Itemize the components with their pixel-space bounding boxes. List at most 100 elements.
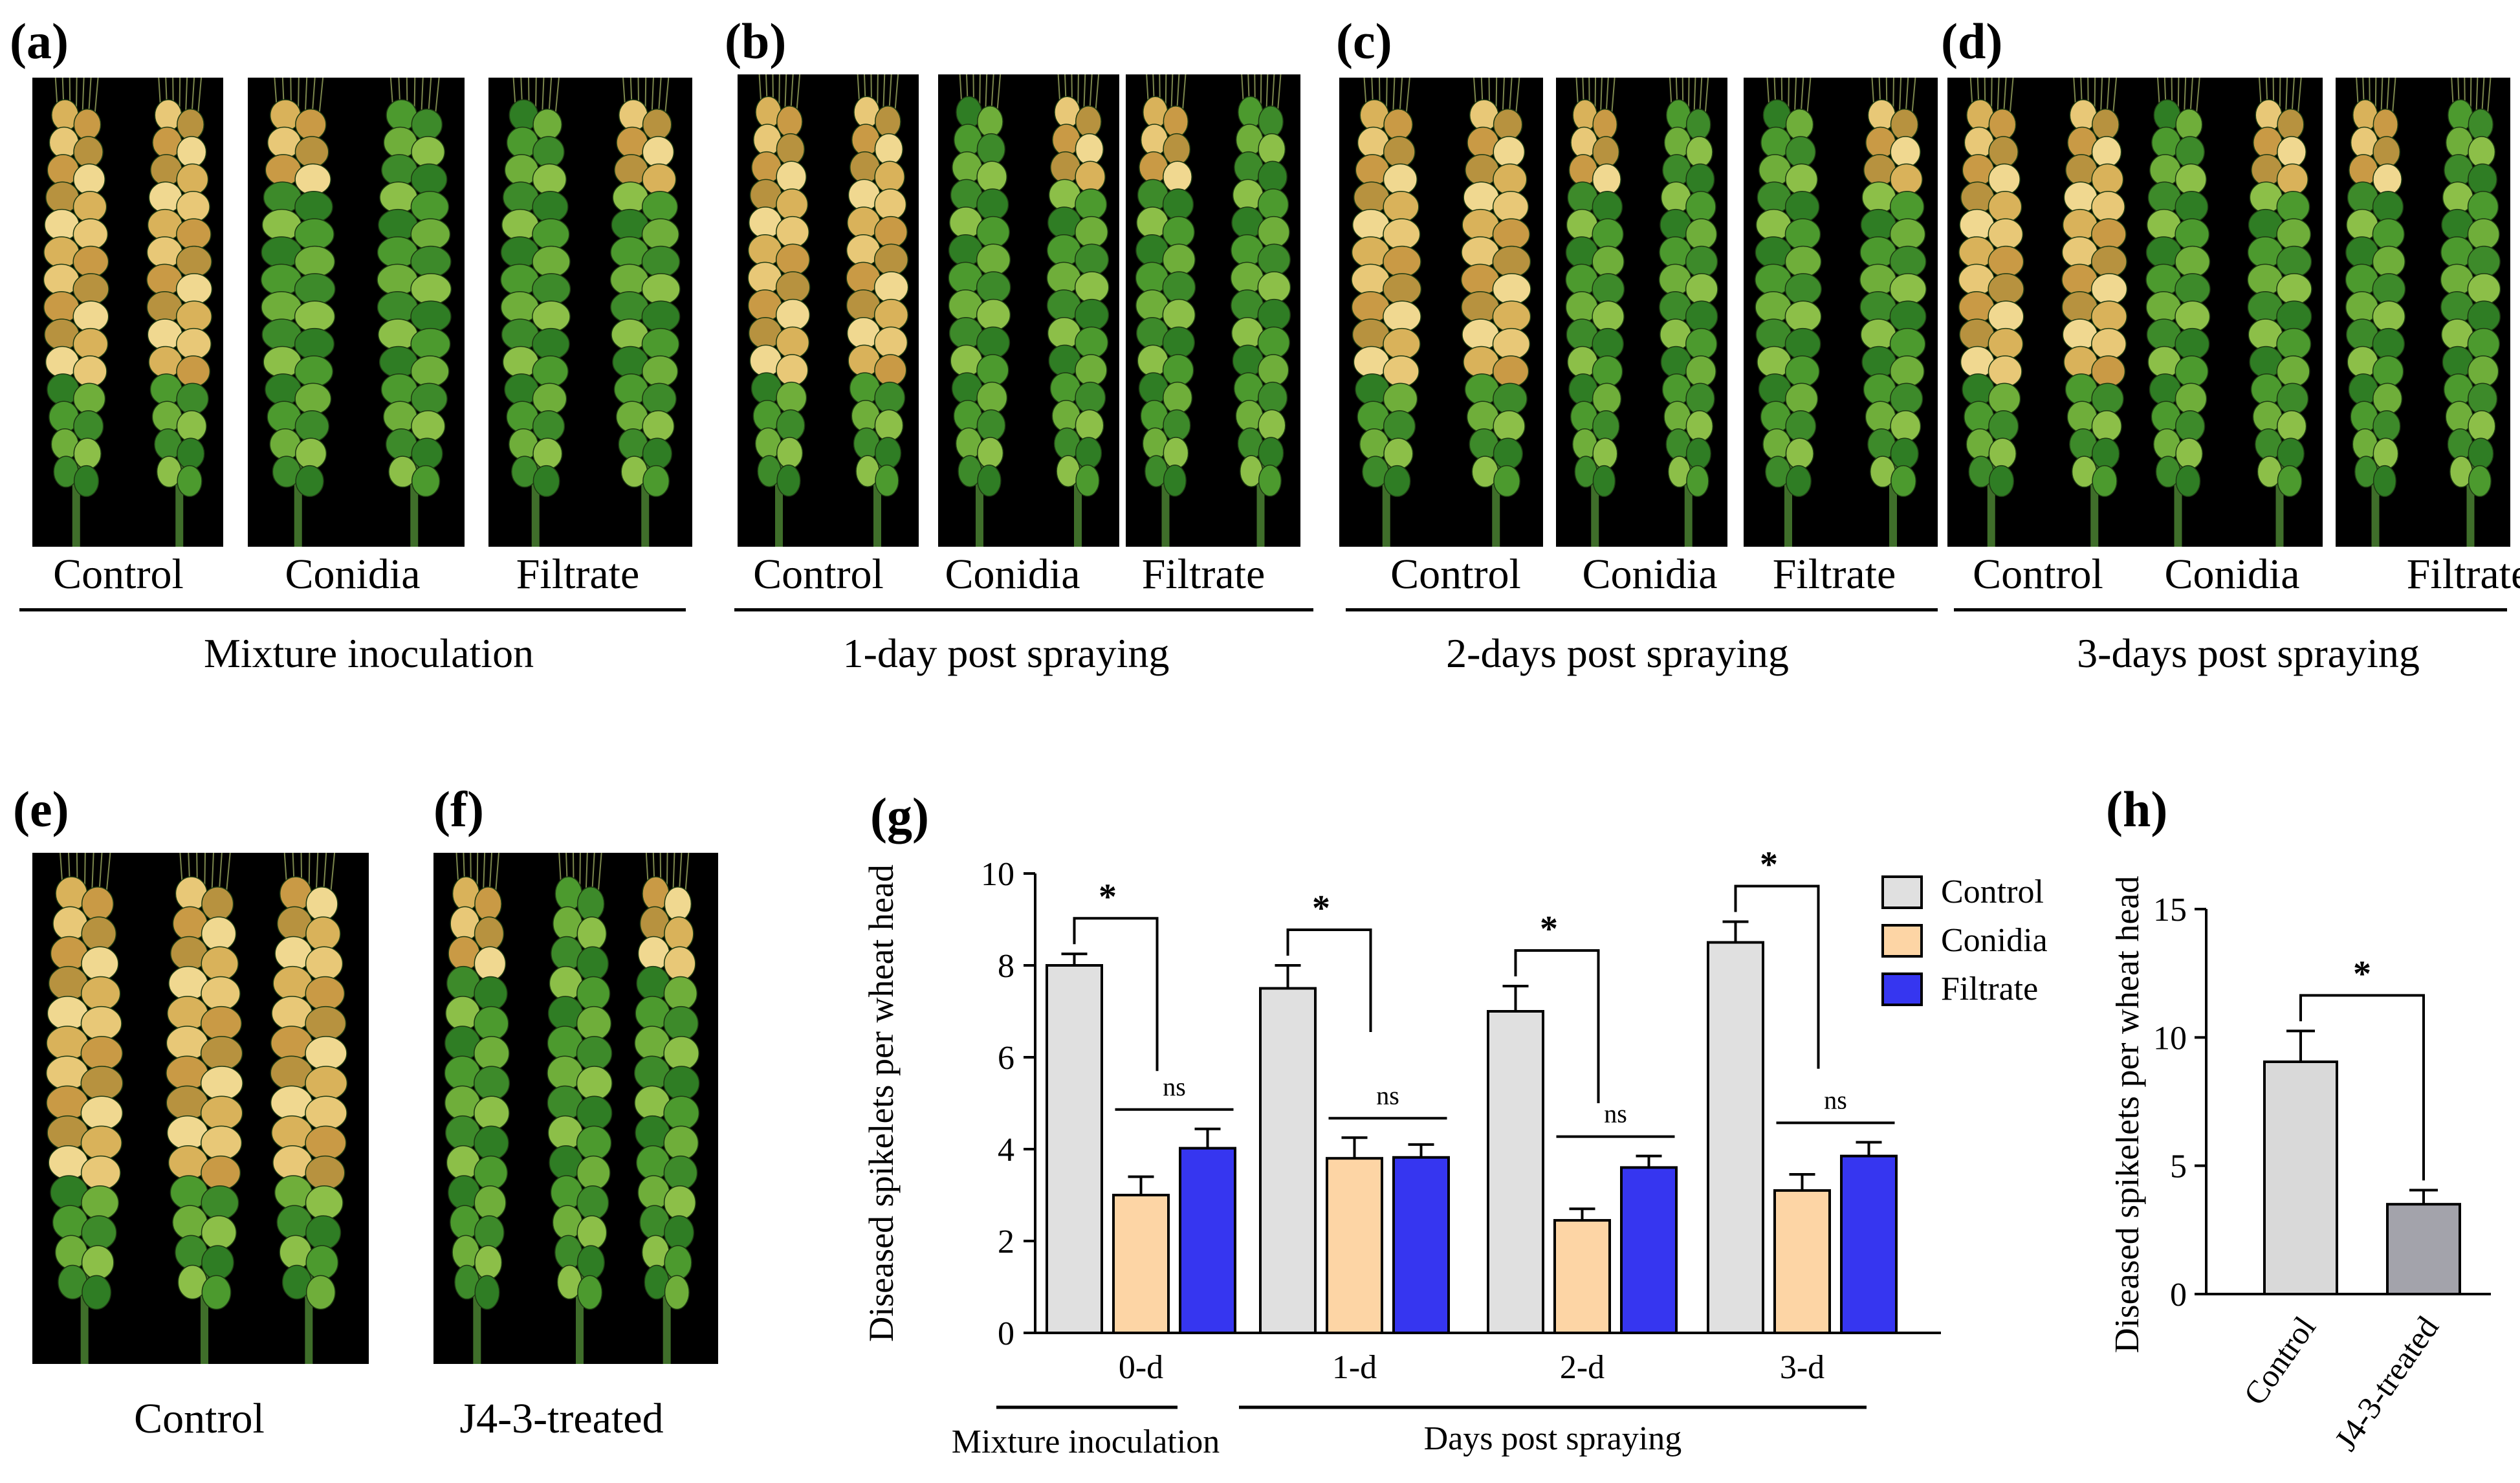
panel-b-photo-2: [938, 74, 1119, 547]
panel-b-group-rule: [734, 608, 1313, 611]
panel-a-photo-1: [32, 78, 223, 547]
panel-d-group-rule: [1954, 608, 2507, 611]
panel-b-letter: (b): [725, 13, 787, 69]
y-tick-label: 0: [2170, 1277, 2187, 1313]
bar-conidia-2-d: [1553, 1219, 1611, 1334]
panel-b-label-1: Control: [753, 551, 884, 598]
bar-control-2-d: [1487, 1010, 1544, 1334]
panel-a-group-rule: [19, 608, 686, 611]
panel-f-letter: (f): [433, 781, 484, 837]
bar-j4-3-treated: [2386, 1203, 2461, 1296]
error-bar: [1194, 1127, 1221, 1148]
category-label: 3-d: [1780, 1349, 1824, 1386]
panel-d-photo-2: [2135, 78, 2323, 547]
panel-d-label-2: Conidia: [2164, 551, 2300, 598]
panel-b-label-3: Filtrate: [1141, 551, 1265, 598]
wheat-spikes-image: [1351, 78, 1531, 547]
bar-filtrate-2-d: [1620, 1166, 1678, 1335]
error-bar: [1128, 1175, 1154, 1195]
panel-e-letter: (e): [13, 781, 69, 837]
category-label: 2-d: [1560, 1349, 1605, 1386]
y-tick-label: 8: [998, 948, 1014, 985]
panel-c-group-rule: [1346, 608, 1938, 611]
wheat-spikes-image: [45, 853, 348, 1364]
panel-a-letter: (a): [10, 13, 69, 69]
panel-b-label-2: Conidia: [945, 551, 1080, 598]
wheat-spikes-image: [2345, 78, 2501, 547]
panel-d-photo-3: [2336, 78, 2510, 547]
ns-label: ns: [1604, 1099, 1627, 1128]
bar-filtrate-3-d: [1840, 1154, 1898, 1334]
y-tick-label: 5: [2170, 1148, 2187, 1185]
panel-b-photo-3: [1126, 74, 1300, 547]
y-tick-label: 4: [998, 1132, 1014, 1169]
error-bar: [1636, 1154, 1662, 1168]
ns-label: ns: [1376, 1081, 1399, 1110]
wheat-spikes-image: [1565, 78, 1718, 547]
bar-control: [2263, 1060, 2338, 1295]
significance-bracket: [1514, 949, 1600, 1103]
panel-d-group-label: 3-days post spraying: [2077, 630, 2420, 676]
panel-c-photo-1: [1339, 78, 1543, 547]
significance-bracket: [1734, 884, 1820, 1069]
y-tick-label: 2: [998, 1224, 1014, 1260]
panel-b-photo-1: [738, 74, 919, 547]
wheat-spikes-image: [1958, 78, 2128, 547]
panel-c-group-label: 2-days post spraying: [1446, 630, 1789, 676]
legend-label: Filtrate: [1941, 971, 2038, 1007]
bar-filtrate-0-d: [1179, 1147, 1236, 1334]
panel-c-label-1: Control: [1390, 551, 1521, 598]
bar-filtrate-1-d: [1392, 1156, 1450, 1334]
panel-f-label: J4-3-treated: [459, 1395, 664, 1442]
error-bar: [1061, 952, 1088, 965]
ns-label: ns: [1163, 1072, 1186, 1101]
panel-a-photo-3: [488, 78, 692, 547]
legend-swatch: [1881, 924, 1923, 958]
significance-star: *: [1312, 888, 1330, 928]
group-label: Days post spraying: [1424, 1420, 1682, 1457]
category-label: J4-3-treated: [2327, 1310, 2446, 1457]
bar-conidia-1-d: [1326, 1157, 1383, 1334]
significance-star: *: [1099, 877, 1117, 917]
error-bar: [2286, 1029, 2315, 1062]
significance-bracket: [1073, 917, 1159, 1071]
panel-a-label-1: Control: [53, 551, 184, 598]
panel-a-photo-2: [248, 78, 465, 547]
wheat-spikes-image: [1135, 74, 1291, 547]
panel-c-label-3: Filtrate: [1772, 551, 1896, 598]
wheat-spikes-image: [500, 78, 681, 547]
panel-d-label-3: Filtrate: [2406, 551, 2520, 598]
error-bar: [1275, 964, 1301, 989]
error-bar: [1856, 1141, 1882, 1156]
error-bar: [1408, 1143, 1434, 1158]
wheat-spikes-image: [43, 78, 213, 547]
error-bar: [1789, 1173, 1815, 1191]
bar-control-3-d: [1707, 941, 1764, 1334]
legend-swatch: [1881, 972, 1923, 1006]
panel-b-group-label: 1-day post spraying: [842, 630, 1170, 676]
bar-control-1-d: [1259, 987, 1317, 1334]
bar-conidia-3-d: [1773, 1189, 1831, 1335]
y-tick-label: 15: [2153, 892, 2187, 928]
panel-d-label-1: Control: [1973, 551, 2103, 598]
panel-d-letter: (d): [1941, 13, 2003, 69]
legend-label: Conidia: [1941, 922, 2048, 959]
y-tick-label: 10: [981, 856, 1014, 893]
wheat-spikes-image: [444, 853, 700, 1364]
y-axis-label: Diseased spikelets per wheat head: [2116, 876, 2146, 1354]
significance-bracket: [2299, 994, 2425, 1181]
category-label: 1-d: [1332, 1349, 1377, 1386]
panel-c-label-2: Conidia: [1582, 551, 1718, 598]
group-label: Mixture inoculation: [952, 1423, 1220, 1460]
wheat-spikes-image: [948, 74, 1110, 547]
wheat-spikes-image: [260, 78, 452, 547]
panel-h-letter: (h): [2106, 781, 2168, 837]
significance-star: *: [2353, 954, 2371, 994]
wheat-spikes-image: [2145, 78, 2312, 547]
error-bar: [1341, 1136, 1368, 1159]
wheat-spikes-image: [1755, 78, 1927, 547]
error-bar: [2409, 1189, 2438, 1205]
panel-e-label: Control: [134, 1395, 265, 1442]
panel-c-letter: (c): [1336, 13, 1392, 69]
